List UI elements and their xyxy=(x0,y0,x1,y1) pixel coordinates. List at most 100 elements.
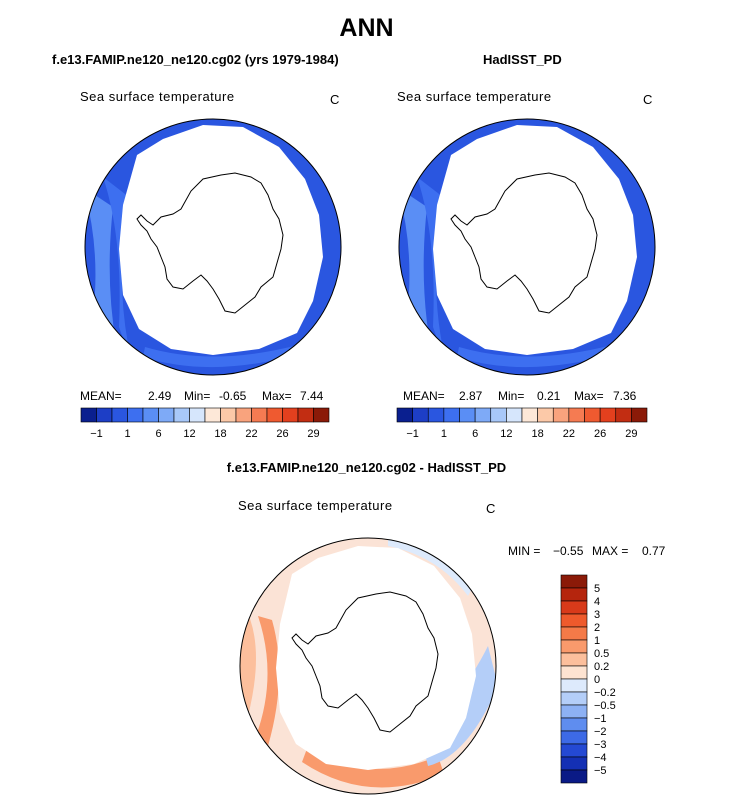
colorbar-tick-label: −5 xyxy=(594,765,607,777)
colorbar-cell xyxy=(560,613,588,628)
colorbar-cell xyxy=(560,691,588,706)
model-variable-label: Sea surface temperature xyxy=(80,89,235,104)
colorbar-cell xyxy=(220,407,237,423)
observed-max-value: 7.36 xyxy=(613,389,637,403)
sea-ice-mask xyxy=(119,125,323,355)
sst-band-south xyxy=(457,345,617,368)
model-units: C xyxy=(330,92,340,107)
colorbar-cell xyxy=(560,574,588,589)
colorbar-cell xyxy=(427,407,445,423)
model-max-value: 7.44 xyxy=(300,389,324,403)
colorbar-cell xyxy=(584,407,601,423)
colorbar-cell xyxy=(142,407,159,423)
colorbar-cell xyxy=(560,652,588,667)
colorbar-tick-label: 0.5 xyxy=(594,648,609,660)
model-min-value: -0.65 xyxy=(219,389,247,403)
observed-polar-map xyxy=(398,118,656,376)
colorbar-tick-label: 2 xyxy=(594,622,600,634)
colorbar-tick-label: 18 xyxy=(532,428,544,440)
colorbar-cell xyxy=(615,407,632,423)
observed-units: C xyxy=(643,92,653,107)
figure-title: ANN xyxy=(339,14,394,42)
colorbar-cell xyxy=(297,407,314,423)
colorbar-tick-label: 1 xyxy=(594,635,600,647)
colorbar-cell xyxy=(537,407,554,423)
diff-min-value: −0.55 xyxy=(553,544,584,558)
sst-band-west-inner xyxy=(103,177,133,367)
diff-max-label: MAX = xyxy=(592,544,629,558)
colorbar-tick-label: −4 xyxy=(594,752,607,764)
colorbar-tick-label: 1 xyxy=(441,428,447,440)
colorbar-cell xyxy=(552,407,570,423)
colorbar-tick-label: 6 xyxy=(472,428,478,440)
colorbar-tick-label: 1 xyxy=(124,428,130,440)
diff-min-label: MIN = xyxy=(508,544,541,558)
right-panel-title: HadISST_PD xyxy=(483,52,562,67)
colorbar-tick-label: 18 xyxy=(214,428,226,440)
map-field xyxy=(240,538,496,794)
model-colorbar: −1 1 6 12 18 22 26 29 xyxy=(80,407,330,440)
colorbar-cell xyxy=(506,407,523,423)
colorbar-tick-label: 29 xyxy=(625,428,637,440)
map-border xyxy=(398,118,656,376)
colorbar-tick-label: −1 xyxy=(594,713,607,725)
colorbar-cell xyxy=(560,756,588,771)
observed-colorbar: −1 1 6 12 18 22 26 29 xyxy=(396,407,648,440)
colorbar-cell xyxy=(568,407,585,423)
colorbar-tick-label: −3 xyxy=(594,739,607,751)
diff-max-value: 0.77 xyxy=(642,544,666,558)
diff-units: C xyxy=(486,501,496,516)
sea-ice-mask xyxy=(433,125,637,355)
diff-panel-title: f.e13.FAMIP.ne120_ne120.cg02 - HadISST_P… xyxy=(226,460,507,475)
colorbar-cell xyxy=(282,407,299,423)
colorbar-cell xyxy=(412,407,429,423)
sst-band-south xyxy=(143,345,303,368)
antarctica-coastline xyxy=(136,172,284,314)
model-polar-map xyxy=(84,118,342,376)
colorbar-cell xyxy=(560,743,588,758)
colorbar-cell xyxy=(599,407,617,423)
colorbar-cell xyxy=(80,407,97,423)
colorbar-cell xyxy=(266,407,283,423)
colorbar-cell xyxy=(235,407,252,423)
map-border xyxy=(84,118,342,376)
colorbar-cell xyxy=(560,769,588,784)
colorbar-tick-label: 0 xyxy=(594,674,600,686)
colorbar-cell xyxy=(474,407,492,423)
colorbar-cell xyxy=(560,665,588,680)
left-panel-title: f.e13.FAMIP.ne120_ne120.cg02 (yrs 1979-1… xyxy=(52,52,339,67)
colorbar-cell xyxy=(204,407,221,423)
colorbar-cell xyxy=(490,407,507,423)
colorbar-tick-label: 12 xyxy=(500,428,512,440)
colorbar-tick-label: 6 xyxy=(155,428,161,440)
colorbar-cell xyxy=(396,407,413,423)
colorbar-cell xyxy=(560,717,588,732)
colorbar-tick-label: 22 xyxy=(245,428,257,440)
observed-min-label: Min= xyxy=(498,389,525,403)
colorbar-tick-label: 5 xyxy=(594,583,600,595)
antarctica-coastline xyxy=(450,172,598,314)
colorbar-cell xyxy=(443,407,460,423)
observed-mean-value: 2.87 xyxy=(459,389,483,403)
colorbar-tick-label: −0.5 xyxy=(594,700,616,712)
colorbar-cell xyxy=(158,407,175,423)
colorbar-cell xyxy=(96,407,113,423)
colorbar-cell xyxy=(560,600,588,615)
colorbar-cell xyxy=(173,407,190,423)
sst-band-west-inner xyxy=(417,177,447,367)
colorbar-cell xyxy=(560,704,588,719)
colorbar-cell xyxy=(560,678,588,693)
colorbar-tick-label: 26 xyxy=(594,428,606,440)
colorbar-cell xyxy=(560,626,588,641)
model-max-label: Max= xyxy=(262,389,292,403)
colorbar-cell xyxy=(251,407,268,423)
colorbar-tick-label: 3 xyxy=(594,609,600,621)
observed-max-label: Max= xyxy=(574,389,604,403)
colorbar-cell xyxy=(127,407,144,423)
model-mean-label: MEAN= xyxy=(80,389,122,403)
colorbar-tick-label: −1 xyxy=(90,428,103,440)
colorbar-tick-label: −2 xyxy=(594,726,607,738)
observed-variable-label: Sea surface temperature xyxy=(397,89,552,104)
observed-mean-label: MEAN= xyxy=(403,389,445,403)
